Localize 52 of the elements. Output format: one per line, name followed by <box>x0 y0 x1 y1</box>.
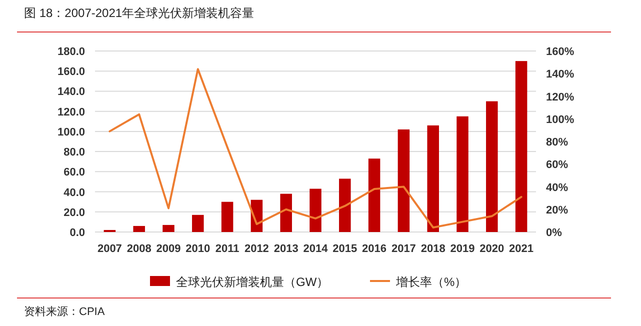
x-tick-label: 2008 <box>126 243 152 255</box>
y2-tick-label: 0% <box>546 227 562 239</box>
y2-tick-label: 40% <box>546 182 568 194</box>
y2-tick-label: 160% <box>546 46 574 58</box>
y-tick-label: 60.0 <box>64 166 85 179</box>
line-series <box>108 68 522 228</box>
x-tick-label: 2012 <box>244 243 269 255</box>
y-tick-label: 160.0 <box>57 66 85 78</box>
x-tick-label: 2020 <box>480 243 504 255</box>
y-tick-label: 80.0 <box>64 146 85 159</box>
x-tick-label: 2017 <box>391 243 416 255</box>
x-tick-label: 2007 <box>97 243 122 255</box>
x-tick-label: 2015 <box>332 243 358 255</box>
y-tick-label: 20.0 <box>64 206 85 219</box>
y-tick-label: 100.0 <box>57 126 85 138</box>
x-tick-label: 2010 <box>186 243 210 255</box>
bar <box>280 194 292 232</box>
y2-tick-label: 140% <box>546 68 574 81</box>
bar <box>486 101 498 232</box>
y-tick-label: 40.0 <box>64 186 85 199</box>
x-tick-label: 2016 <box>362 243 387 255</box>
y2-tick-label: 120% <box>546 91 574 104</box>
x-tick-label: 2021 <box>509 243 534 255</box>
text: 资料来源：CPIA <box>24 305 106 318</box>
bar <box>456 116 468 232</box>
bar <box>515 61 528 232</box>
y2-tick-label: 100% <box>546 114 574 126</box>
bar <box>368 158 380 232</box>
x-tick-label: 2011 <box>215 243 240 255</box>
chart-title: 图 18：2007-2021年全球光伏新增装机容量 <box>24 6 254 20</box>
bar <box>133 226 145 232</box>
bar <box>427 125 439 232</box>
y2-tick-label: 20% <box>546 204 568 216</box>
y-tick-label: 140.0 <box>57 86 85 98</box>
legend-label: 全球光伏新增装机量（GW） <box>176 275 329 289</box>
x-tick-label: 2019 <box>450 243 475 255</box>
y2-tick-label: 80% <box>546 136 568 148</box>
bar <box>310 188 322 232</box>
bar <box>221 202 234 232</box>
bar <box>339 178 351 232</box>
bar <box>398 129 410 232</box>
x-tick-label: 2013 <box>274 243 298 255</box>
y2-tick-label: 60% <box>546 159 568 172</box>
y-tick-label: 0.0 <box>70 227 85 239</box>
x-tick-label: 2009 <box>156 243 181 255</box>
legend-label: 增长率（%） <box>395 275 467 289</box>
x-tick-label: 2018 <box>420 243 446 255</box>
x-tick-label: 2014 <box>303 243 329 255</box>
y-tick-label: 180.0 <box>57 46 85 58</box>
bar <box>192 214 204 232</box>
bar <box>162 224 174 232</box>
y-tick-label: 120.0 <box>57 106 85 118</box>
